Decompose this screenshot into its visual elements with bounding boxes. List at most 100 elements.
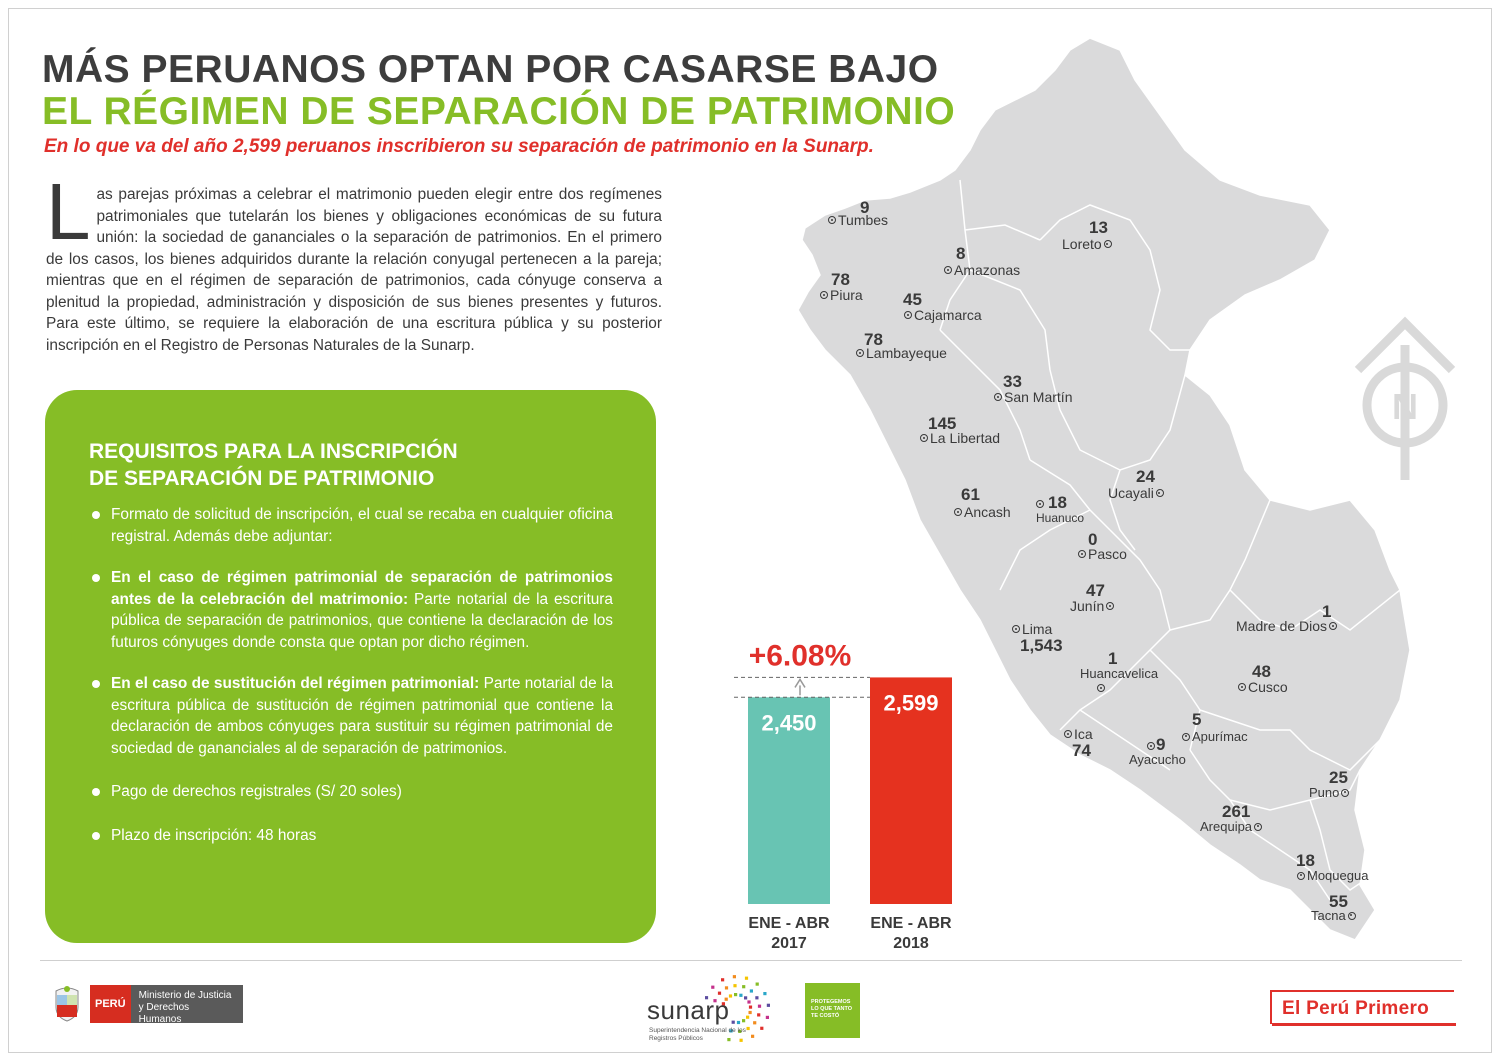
label-arequipa: Arequipa [1200,819,1264,834]
label-san-martin: San Martín [992,389,1072,405]
city-marker-icon [920,434,928,443]
requirement-text: Pago de derechos registrales (S/ 20 sole… [111,783,402,800]
label-ancash: Ancash [952,504,1011,520]
requirement-text: Parte notarial de la escritura pública d… [111,590,613,651]
city-marker-icon [1182,732,1190,741]
peru-map-shape [797,37,1411,941]
requirements-title-line-2: DE SEPARACIÓN DE PATRIMONIO [89,467,435,490]
label-cajamarca: Cajamarca [902,307,982,323]
burst-dot [736,1020,741,1025]
label-apurimac: Apurímac [1180,729,1248,744]
requirements-title-line-1: REQUISITOS PARA LA INSCRIPCIÓN [89,440,458,463]
city-marker-icon [820,291,828,300]
burst-dot [739,993,743,997]
burst-dot [755,982,759,986]
label-ica: Ica [1062,726,1093,742]
page-frame [8,8,1492,1053]
label-tumbes: Tumbes [826,212,888,228]
requirement-item: En el caso de sustitución del régimen pa… [89,673,613,759]
category-label: 2017 [771,935,807,952]
count-junin: 47 [1086,581,1105,600]
title-line-2: EL RÉGIMEN DE SEPARACIÓN DE PATRIMONIO [42,90,956,133]
count-cajamarca: 45 [903,290,922,309]
category-label: ENE - ABR [870,915,952,932]
burst-dot [742,985,746,989]
burst-dot [744,996,748,1000]
burst-dot [757,1013,761,1017]
peru-map: N 9 Tumbes 13 Loreto 8 Amazonas 78 Piura… [790,30,1456,960]
city-marker-icon [1347,911,1356,920]
count-ancash: 61 [961,485,980,504]
count-huanuco: 18 [1048,493,1067,512]
burst-dot [731,1020,735,1024]
city-marker-icon [1238,683,1246,692]
burst-dot [746,1026,750,1031]
label-amazonas: Amazonas [942,262,1020,278]
count-pasco: 0 [1088,530,1098,549]
burst-dot [721,978,725,982]
bar-1 [748,697,830,904]
title-line-1: MÁS PERUANOS OPTAN POR CASARSE BAJO [42,48,939,91]
burst-dot [711,985,715,989]
burst-dot [757,1004,762,1008]
burst-dot [717,991,722,995]
label-tacna: Tacna [1311,908,1358,923]
growth-annotation: +6.08% [749,639,852,672]
city-marker-icon [944,266,952,275]
count-puno: 25 [1329,768,1348,787]
requirement-item: En el caso de régimen patrimonial de sep… [89,567,613,653]
city-marker-icon [1297,871,1305,880]
city-marker-icon [1329,622,1338,631]
bar-value-label: 2,450 [761,710,816,735]
city-marker-icon [1078,550,1086,559]
burst-dot [734,993,738,997]
count-tumbes: 9 [860,198,870,217]
city-marker-icon [1097,684,1105,693]
burst-dot [727,1038,731,1042]
requirement-item: Plazo de inscripción: 48 horas [89,825,613,847]
burst-dot [760,1026,764,1030]
count-san-martin: 33 [1003,372,1022,391]
burst-dot [713,999,717,1003]
label-huanuco-name: Huanuco [1036,511,1085,525]
burst-dot [749,989,753,993]
city-marker-icon [1036,500,1044,509]
label-loreto: Loreto [1062,236,1114,252]
burst-dot [746,1015,750,1019]
label-ayacucho-dot [1145,738,1157,754]
requirement-text: Plazo de inscripción: 48 horas [111,826,317,844]
count-apurimac: 5 [1192,710,1202,729]
label-lambayeque: Lambayeque [854,345,947,361]
peru-outline [797,37,1411,941]
el-peru-primero-text: El Perú Primero [1282,998,1430,1019]
city-marker-icon [1147,742,1155,751]
el-peru-primero-bar [1272,1023,1456,1026]
count-amazonas: 8 [956,244,966,263]
footer-divider [40,960,1462,961]
city-marker-icon [1341,788,1350,797]
city-marker-icon [1254,822,1263,831]
burst-dot [747,1000,751,1004]
category-label: 2018 [893,935,929,952]
count-lambayeque: 78 [864,330,883,349]
dropcap: L [46,167,91,256]
burst-dot [728,994,733,998]
burst-dot [744,976,749,980]
north-arrow-icon: N [1354,316,1456,480]
count-lima: 1,543 [1020,636,1063,655]
count-ucayali: 24 [1136,467,1155,486]
label-huanuco [1034,496,1046,512]
label-moquegua: Moquegua [1295,868,1368,883]
burst-dot [755,996,759,1000]
label-ayacucho: Ayacucho [1129,752,1186,767]
count-piura: 78 [831,270,850,289]
label-piura: Piura [818,287,863,303]
requirements-title: REQUISITOS PARA LA INSCRIPCIÓN DE SEPARA… [89,438,589,492]
burst-dot [705,996,709,1000]
label-junin: Junín [1070,598,1116,614]
label-huancavelica: Huancavelica [1080,666,1159,681]
burst-dot [721,1002,725,1006]
label-ucayali: Ucayali [1108,485,1166,501]
city-marker-icon [1012,625,1020,634]
compass-letter: N [1392,386,1418,427]
